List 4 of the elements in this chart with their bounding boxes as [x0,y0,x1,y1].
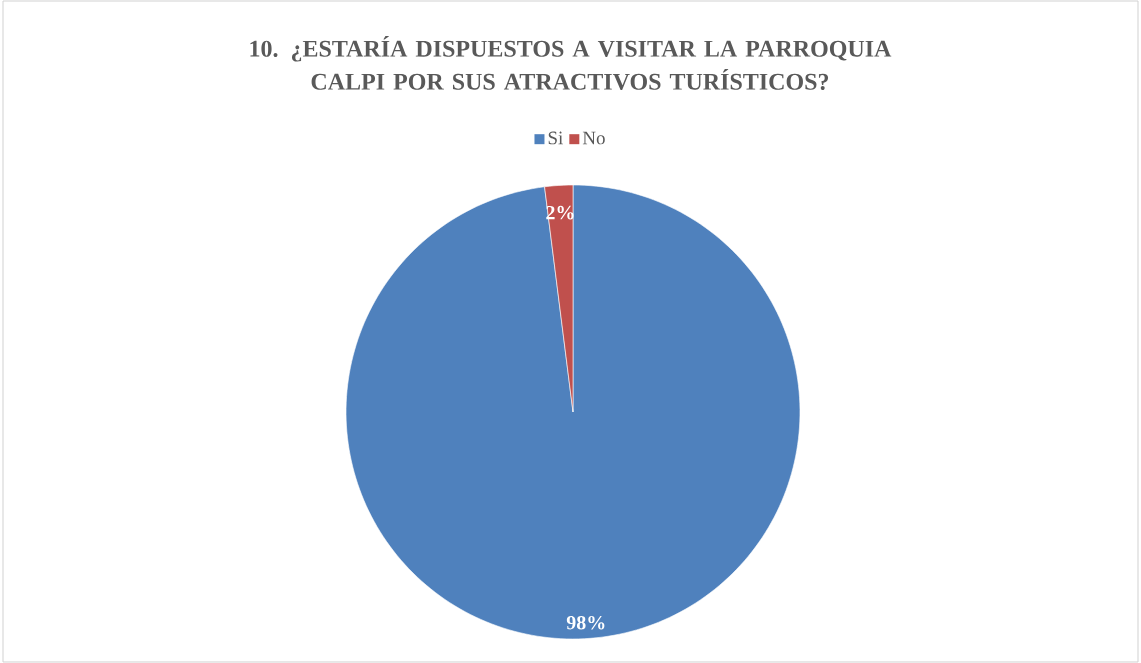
chart-title: 10. ¿ESTARÍA DISPUESTOS A VISITAR LA PARROQUIA CALPI POR SUS ATRACTIVOS TURÍSTICOS? [250,36,892,90]
legend-label: No [582,131,605,145]
data-label: 98% [566,615,605,630]
legend-label: Si [548,131,563,145]
